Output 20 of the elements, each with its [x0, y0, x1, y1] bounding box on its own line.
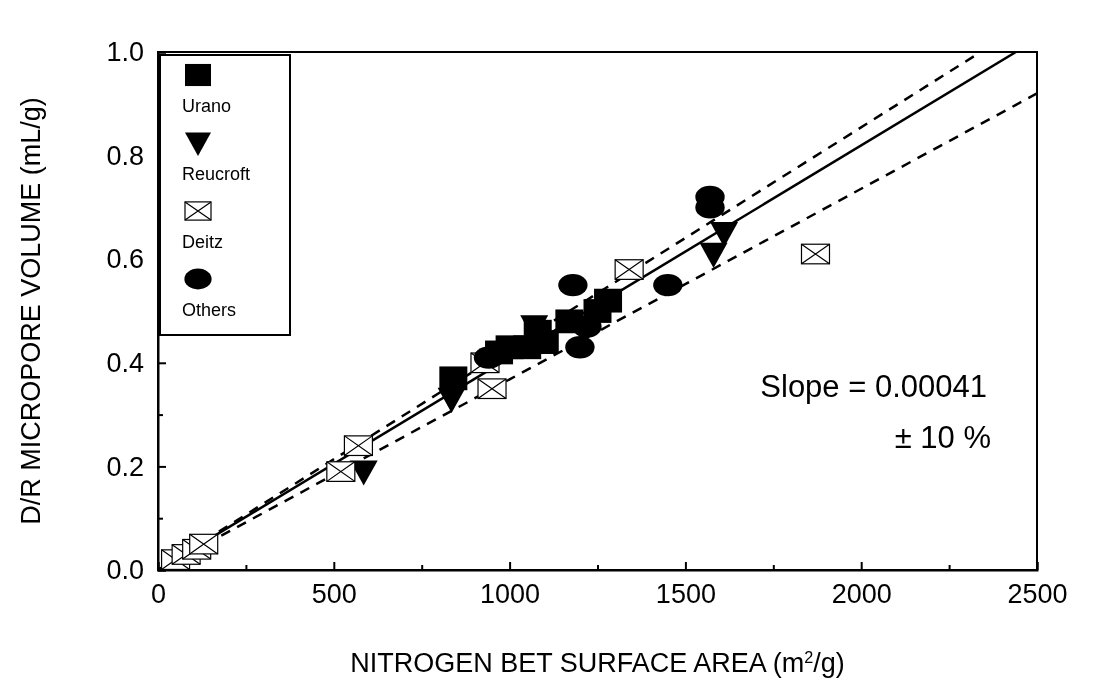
y-tick-label: 0.6: [106, 244, 144, 275]
y-tick-label: 0.0: [106, 555, 144, 586]
x-tick-label: 1000: [480, 579, 541, 610]
y-tick-label: 1.0: [106, 37, 144, 68]
y-tick-label: 0.4: [106, 347, 144, 378]
y-tick-label: 0.8: [106, 140, 144, 171]
legend-label: Others: [182, 300, 237, 320]
y-axis-title: D/R MICROPORE VOLUME (mL/g): [16, 97, 46, 525]
annotation: ± 10 %: [894, 420, 991, 455]
x-tick-label: 2000: [831, 579, 892, 610]
x-axis-title: NITROGEN BET SURFACE AREA (m$^{2}$/g): [350, 648, 845, 678]
x-tick-label: 1500: [655, 579, 716, 610]
x-tick-label: 2500: [1007, 579, 1068, 610]
legend-label: Deitz: [182, 232, 224, 252]
x-tick-label: 0: [150, 579, 167, 610]
y-tick-label: 0.2: [106, 451, 144, 482]
legend-label: Reucroft: [182, 164, 251, 184]
legend-label: Urano: [182, 96, 232, 116]
x-tick-label: 500: [311, 579, 357, 610]
annotation: Slope = 0.00041: [760, 369, 987, 404]
